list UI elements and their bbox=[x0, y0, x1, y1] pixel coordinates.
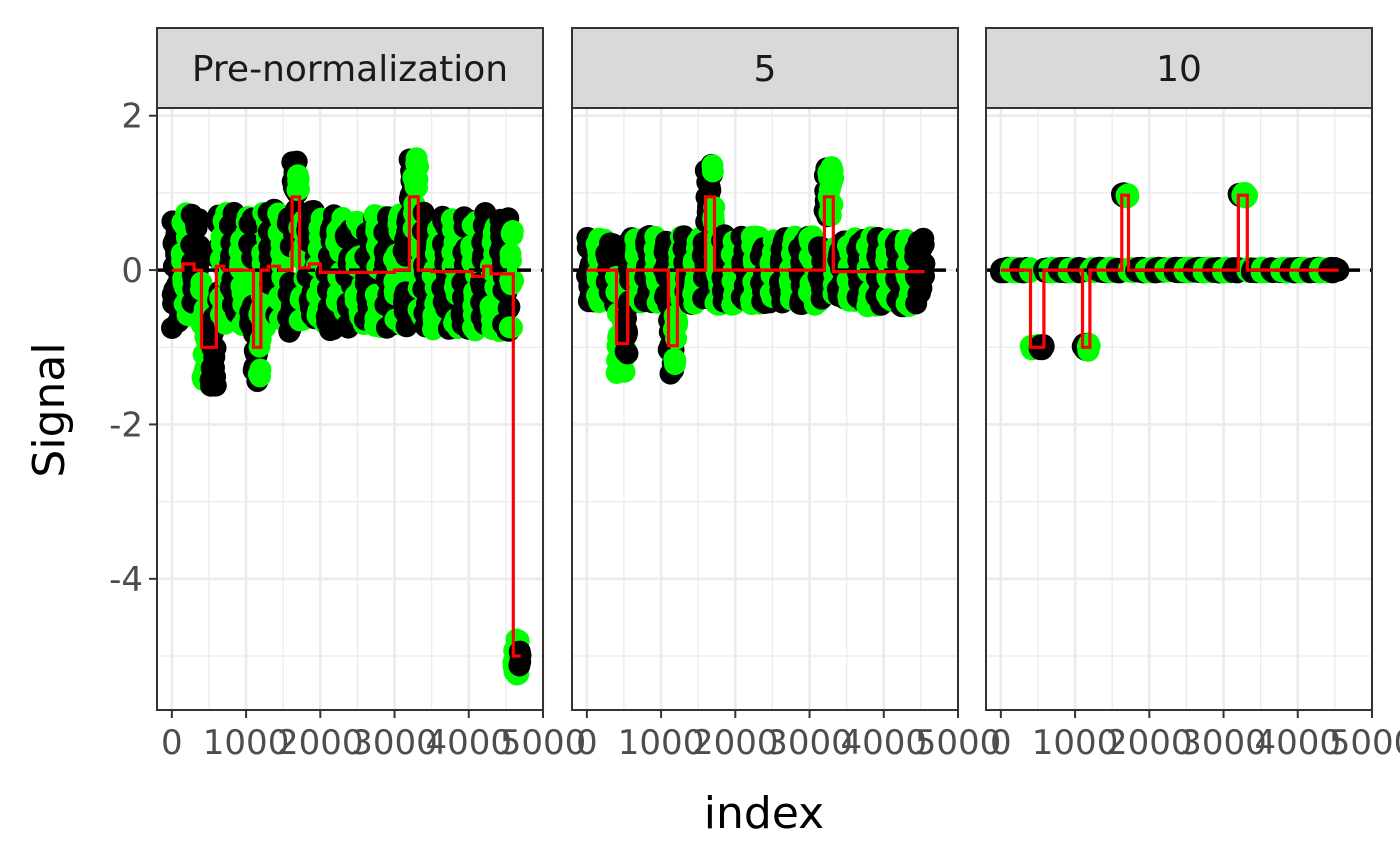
x-tick-label: 5000 bbox=[1329, 723, 1400, 763]
x-tick-label: 3000 bbox=[766, 723, 853, 763]
x-tick-label: 0 bbox=[576, 723, 598, 763]
facet-strip bbox=[156, 27, 544, 109]
x-tick-label: 1000 bbox=[1032, 723, 1119, 763]
x-tick-label: 3000 bbox=[351, 723, 438, 763]
y-axis: -4 -2 0 2 bbox=[109, 97, 157, 600]
panel-background bbox=[986, 108, 1372, 710]
x-tick-label: 3000 bbox=[1180, 723, 1267, 763]
x-tick-label: 4000 bbox=[426, 723, 513, 763]
x-tick-label: 1000 bbox=[203, 723, 290, 763]
x-tick-label: 0 bbox=[161, 723, 183, 763]
facet-strip bbox=[571, 27, 959, 109]
data-point bbox=[701, 160, 724, 183]
segment-line bbox=[171, 195, 521, 658]
data-point bbox=[498, 295, 521, 318]
data-point bbox=[616, 342, 639, 365]
x-axis-title: index bbox=[704, 788, 824, 839]
data-point bbox=[912, 233, 935, 256]
x-tick-label: 5000 bbox=[500, 723, 587, 763]
panel-background bbox=[572, 108, 958, 710]
data-point bbox=[407, 155, 430, 178]
segment-line bbox=[1000, 193, 1339, 349]
data-point bbox=[613, 360, 636, 383]
data-point bbox=[249, 358, 272, 381]
x-tick-label: 4000 bbox=[841, 723, 928, 763]
data-point bbox=[501, 220, 524, 242]
y-tick-label: 2 bbox=[121, 97, 143, 137]
y-tick-label: 0 bbox=[121, 251, 143, 291]
x-tick-label: 5000 bbox=[915, 723, 1002, 763]
x-tick-label: 4000 bbox=[1255, 723, 1342, 763]
facet-strip-label: 5 bbox=[754, 49, 777, 90]
segment-line bbox=[586, 195, 925, 348]
panel-background bbox=[157, 108, 543, 710]
y-tick-label: -4 bbox=[109, 560, 143, 600]
data-point bbox=[204, 374, 227, 397]
x-tick-label: 1000 bbox=[618, 723, 705, 763]
data-point bbox=[664, 349, 687, 372]
data-point bbox=[499, 249, 522, 272]
x-tick-label: 2000 bbox=[277, 723, 364, 763]
y-axis-title: Signal bbox=[24, 342, 75, 477]
x-tick-label: 2000 bbox=[1106, 723, 1193, 763]
facet-strip-label: Pre-normalization bbox=[192, 49, 508, 90]
data-point bbox=[187, 208, 210, 231]
y-tick-label: -2 bbox=[109, 405, 143, 445]
x-tick-label: 2000 bbox=[692, 723, 779, 763]
facet-strip-label: 10 bbox=[1156, 49, 1202, 90]
facet-strip bbox=[985, 27, 1373, 109]
data-point bbox=[822, 167, 845, 190]
data-point bbox=[234, 267, 257, 290]
x-tick-label: 0 bbox=[990, 723, 1012, 763]
data-point bbox=[288, 178, 310, 201]
panel-grid bbox=[572, 108, 960, 710]
